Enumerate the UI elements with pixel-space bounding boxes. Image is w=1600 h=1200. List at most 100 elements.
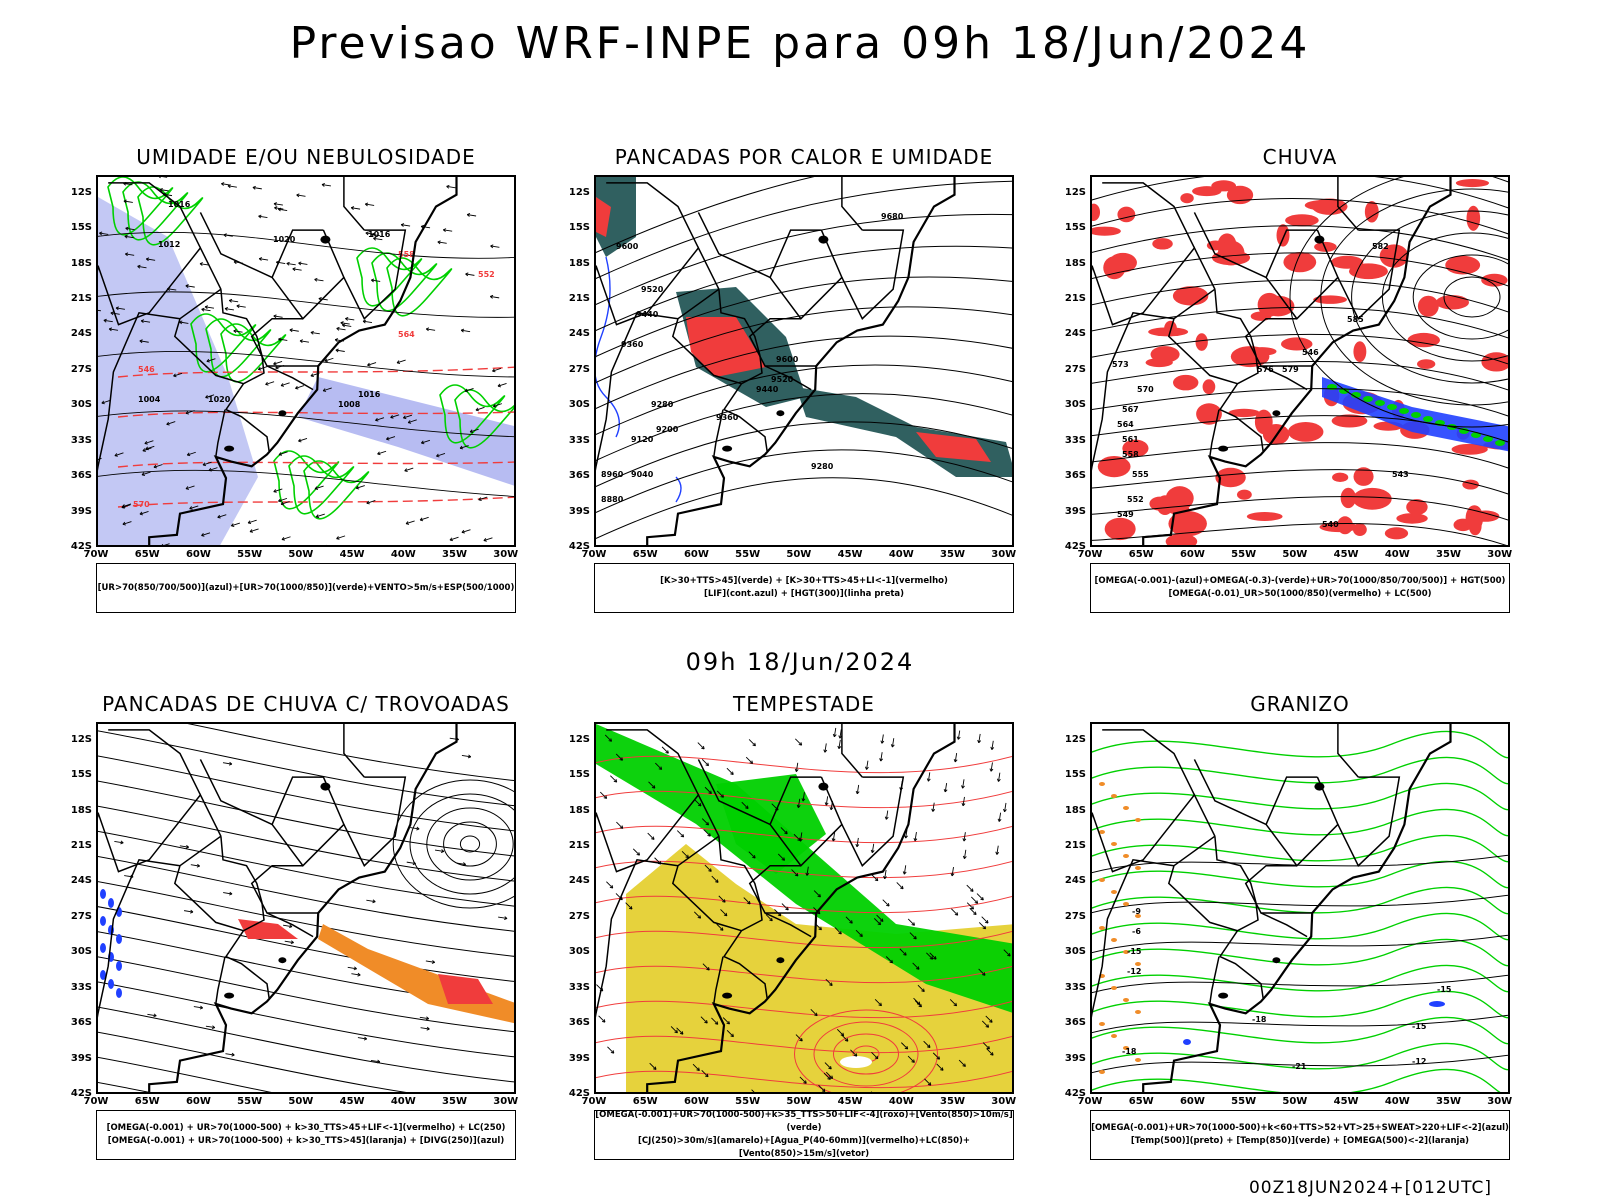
- rain-area-red: [1276, 224, 1290, 247]
- wind-vector: [101, 399, 111, 405]
- hail-area-blue: [1429, 1001, 1445, 1007]
- rain-area-red: [1340, 487, 1356, 509]
- panel-storm: TEMPESTADE 12S 15S 18S 21S 24S 27S 30S 33S 36S 39S…: [534, 692, 1016, 1192]
- longitude-label: 65W: [134, 549, 160, 560]
- panel-legend: [OMEGA(-0.001)+UR>70(1000-500)+k>35_TTS>…: [594, 1110, 1014, 1160]
- country-border: [1260, 912, 1308, 938]
- longitude-label: 60W: [185, 1096, 211, 1107]
- omega-area-green: [1411, 412, 1421, 418]
- wind-vector: [347, 966, 357, 971]
- streamline-250: [187, 724, 514, 782]
- wind-vector: [781, 903, 789, 911]
- wind-vector: [223, 233, 233, 238]
- contour-label: 1016: [358, 390, 381, 399]
- temperature-850-contour-green: [1092, 860, 1508, 889]
- lagoon: [1272, 957, 1281, 964]
- country-border: [748, 317, 817, 367]
- wind-vector: [103, 318, 113, 323]
- wind-vector: [805, 866, 810, 876]
- country-border: [98, 246, 222, 326]
- longitude-label: 65W: [632, 549, 658, 560]
- contour-label: 9360: [716, 413, 739, 422]
- wind-vector: [425, 960, 436, 964]
- country-border: [1214, 289, 1264, 452]
- wind-vector: [794, 762, 799, 772]
- longitude-label: 70W: [581, 549, 607, 560]
- wind-vector: [693, 911, 702, 919]
- longitude-label: 55W: [1231, 549, 1257, 560]
- streamline-250: [98, 981, 514, 1058]
- rain-area-red: [1117, 206, 1136, 223]
- wind-vector: [326, 544, 327, 545]
- latitude-label: 27S: [1064, 910, 1086, 922]
- country-border: [596, 311, 679, 471]
- wind-vector: [283, 924, 293, 929]
- longitude-label: 55W: [237, 1096, 263, 1107]
- contour-label: 549: [1117, 510, 1134, 519]
- wind-vector: [407, 419, 417, 424]
- map-rain: 582 585 579 576 573 570 567 564 561 558 555 552 549 5…: [1092, 177, 1508, 545]
- divergence-area-blue: [116, 988, 122, 998]
- map-frame: 9680 9600 9520 9440 9360 9280 9200 9120 9040 8960…: [594, 175, 1014, 547]
- pressure-isobar: [98, 469, 514, 497]
- country-border: [199, 212, 273, 279]
- wind-vector: [870, 1091, 873, 1092]
- longitude-label: 50W: [288, 549, 314, 560]
- rain-area-red: [1384, 527, 1409, 540]
- wind-vector: [137, 264, 147, 269]
- wind-vector: [208, 467, 218, 472]
- country-border: [841, 177, 863, 231]
- wind-vector: [855, 929, 863, 937]
- wind-vector: [977, 733, 982, 744]
- wind-vector: [780, 827, 788, 835]
- wind-vector: [610, 775, 618, 783]
- height-contour-300: [596, 449, 1012, 514]
- omega-500-area-orange: [1135, 818, 1141, 822]
- country-border: [697, 759, 771, 826]
- humidity-contour-green: [386, 257, 453, 317]
- country-border: [1092, 793, 1216, 873]
- wind-vector: [205, 394, 215, 399]
- wind-vector: [340, 321, 350, 325]
- height-contour-500: [1092, 225, 1508, 261]
- latitude-label: 36S: [70, 470, 92, 482]
- temperature-500-contour-black: [1092, 974, 1508, 994]
- wind-vector: [824, 1062, 832, 1070]
- humidity-contour-green: [273, 450, 340, 510]
- height-contour-500: [1092, 252, 1508, 287]
- divergence-area-blue: [116, 934, 122, 944]
- country-border: [1209, 956, 1220, 1005]
- wind-vector: [289, 328, 299, 333]
- wind-vector: [298, 261, 308, 266]
- thickness-contour-red: [117, 411, 514, 418]
- rain-area-red: [1228, 408, 1260, 418]
- streamline-850: [596, 895, 1012, 914]
- wind-vector: [139, 339, 149, 344]
- longitude-label: 45W: [1333, 1096, 1359, 1107]
- rain-area-red: [1417, 359, 1436, 369]
- rain-area-red: [1092, 226, 1121, 236]
- wind-vector: [335, 348, 345, 353]
- country-border: [1337, 724, 1359, 778]
- map-humidity-cloudiness: 1016 1012 1020 1016 1020 1008 1004 570 564 558 552…: [98, 177, 514, 545]
- wind-vector: [314, 485, 324, 490]
- country-border: [718, 836, 768, 999]
- wind-vector: [943, 783, 948, 793]
- temperature-850-contour-green: [1092, 886, 1508, 915]
- wind-vector: [278, 497, 288, 503]
- humidity-contour-green: [439, 384, 506, 444]
- wind-vector: [701, 818, 710, 826]
- wind-vector: [703, 829, 711, 837]
- wind-vector: [315, 513, 325, 518]
- rain-area-red: [1122, 439, 1149, 458]
- map-frame: 1016 1012 1020 1016 1020 1008 1004 570 564 558 552…: [96, 175, 516, 547]
- contour-label: 555: [1132, 470, 1149, 479]
- wind-vector: [419, 1016, 430, 1021]
- wind-vector: [876, 914, 884, 922]
- wind-vector: [350, 206, 361, 210]
- wind-vector: [258, 257, 269, 261]
- latitude-label: 36S: [568, 470, 590, 482]
- wind-vector: [649, 1062, 657, 1070]
- country-border: [596, 793, 720, 873]
- wind-vector: [222, 761, 233, 766]
